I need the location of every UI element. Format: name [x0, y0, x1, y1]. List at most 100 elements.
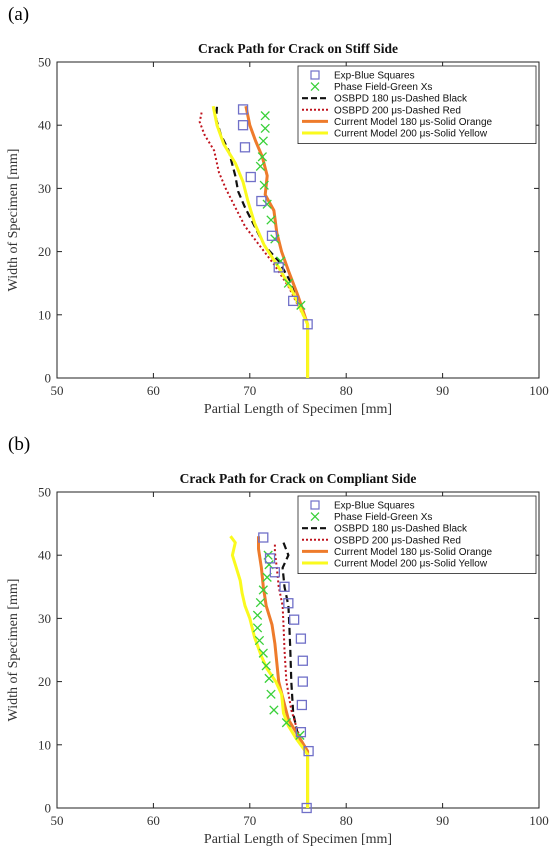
phase-field-point — [270, 234, 280, 244]
phase-field-point — [258, 648, 268, 658]
y-tick-label: 0 — [45, 371, 52, 386]
phase-field-point — [261, 661, 271, 671]
y-tick-label: 30 — [38, 181, 51, 196]
exp-point — [301, 802, 312, 814]
x-tick-label: 80 — [340, 813, 353, 828]
exp-point — [303, 745, 314, 757]
legend-label: Exp-Blue Squares — [334, 501, 415, 512]
legend-marker — [310, 512, 320, 522]
phase-field-point — [266, 689, 276, 699]
x-tick-label: 60 — [147, 813, 160, 828]
y-tick-label: 10 — [38, 307, 51, 322]
series-line-current-200 — [229, 535, 310, 808]
phase-field-point — [257, 152, 267, 162]
x-tick-label: 60 — [147, 383, 160, 398]
panel-label: (b) — [8, 434, 31, 455]
x-tick-label: 50 — [51, 813, 64, 828]
exp-point — [245, 171, 256, 183]
exp-point — [288, 614, 300, 625]
series-line-current-200 — [211, 105, 310, 378]
phase-field-point — [260, 123, 270, 134]
phase-field-point — [258, 136, 268, 146]
y-tick-label: 50 — [38, 55, 51, 70]
chart-panel-a: (a) Crack Path for Crack on Stiff Side 50… — [0, 0, 550, 430]
y-tick-label: 50 — [38, 485, 51, 500]
phase-field-point — [258, 585, 268, 595]
y-tick-label: 10 — [38, 737, 51, 752]
x-tick-label: 80 — [340, 383, 353, 398]
exp-point — [279, 581, 290, 592]
phase-field-point — [252, 623, 263, 633]
legend-label: Phase Field-Green Xs — [334, 512, 432, 523]
x-tick-label: 100 — [529, 813, 549, 828]
legend-marker — [310, 70, 320, 80]
chart-title: Crack Path for Crack on Compliant Side — [180, 471, 417, 486]
exp-point — [283, 598, 294, 609]
y-axis-label: Width of Specimen [mm] — [6, 579, 21, 722]
phase-field-point — [269, 705, 279, 715]
y-axis-label: Width of Specimen [mm] — [6, 149, 21, 292]
legend-box — [297, 65, 537, 144]
exp-point — [258, 532, 269, 543]
phase-field-point — [266, 215, 276, 225]
exp-point — [237, 120, 249, 131]
phase-field-point — [260, 111, 270, 121]
exp-point — [295, 633, 307, 644]
legend-label: OSBPD 180 μs-Dashed Black — [334, 524, 468, 535]
legend-label: Exp-Blue Squares — [334, 71, 415, 82]
legend-label: Current Model 200 μs-Solid Yellow — [334, 129, 488, 140]
y-tick-label: 40 — [38, 118, 51, 133]
exp-point — [266, 230, 278, 241]
legend-label: OSBPD 180 μs-Dashed Black — [334, 94, 468, 105]
exp-point — [264, 553, 276, 564]
exp-point — [239, 142, 251, 153]
x-axis-label: Partial Length of Specimen [mm] — [204, 832, 392, 847]
exp-point — [256, 195, 267, 207]
y-tick-label: 20 — [38, 674, 51, 689]
x-tick-label: 100 — [529, 383, 549, 398]
legend-label: OSBPD 200 μs-Dashed Red — [334, 535, 461, 546]
phase-field-point — [252, 610, 263, 620]
phase-field-point — [295, 730, 305, 740]
x-tick-label: 70 — [243, 383, 256, 398]
exp-point — [297, 655, 308, 666]
phase-field-point — [283, 278, 294, 288]
phase-field-point — [259, 180, 269, 190]
phase-field-point — [255, 161, 266, 171]
y-tick-label: 30 — [38, 611, 51, 626]
exp-point — [297, 676, 308, 687]
exp-point — [273, 262, 284, 273]
legend-label: OSBPD 200 μs-Dashed Red — [334, 105, 461, 116]
chart-title: Crack Path for Crack on Stiff Side — [198, 41, 398, 56]
panel-label: (a) — [8, 4, 30, 25]
y-tick-label: 20 — [38, 244, 51, 259]
x-tick-label: 90 — [436, 383, 449, 398]
chart-panel-b: (b) Crack Path for Crack on Compliant Si… — [0, 430, 550, 860]
legend-box — [297, 495, 537, 574]
exp-point — [237, 104, 249, 115]
y-tick-label: 0 — [45, 801, 52, 816]
exp-point — [296, 699, 308, 711]
legend-label: Current Model 180 μs-Solid Orange — [334, 547, 493, 558]
legend-label: Current Model 180 μs-Solid Orange — [334, 117, 493, 128]
x-axis-label: Partial Length of Specimen [mm] — [204, 402, 392, 417]
phase-field-point — [262, 199, 272, 209]
legend-label: Current Model 200 μs-Solid Yellow — [334, 559, 488, 570]
y-tick-label: 40 — [38, 548, 51, 563]
chart-canvas: Crack Path for Crack on Stiff Side 50 60 70… — [6, 41, 549, 417]
chart-canvas: Crack Path for Crack on Compliant Side 50… — [6, 471, 549, 847]
phase-field-point — [255, 597, 266, 608]
x-tick-label: 90 — [436, 813, 449, 828]
x-tick-label: 70 — [243, 813, 256, 828]
phase-field-point — [281, 718, 292, 728]
legend-marker — [310, 82, 320, 92]
phase-field-point — [254, 635, 265, 646]
legend-marker — [310, 500, 320, 510]
phase-field-point — [264, 673, 274, 684]
x-tick-label: 50 — [51, 383, 64, 398]
exp-point — [302, 319, 313, 330]
exp-point — [288, 295, 299, 307]
exp-point — [269, 567, 281, 578]
legend-label: Phase Field-Green Xs — [334, 82, 432, 93]
exp-point — [295, 727, 307, 738]
